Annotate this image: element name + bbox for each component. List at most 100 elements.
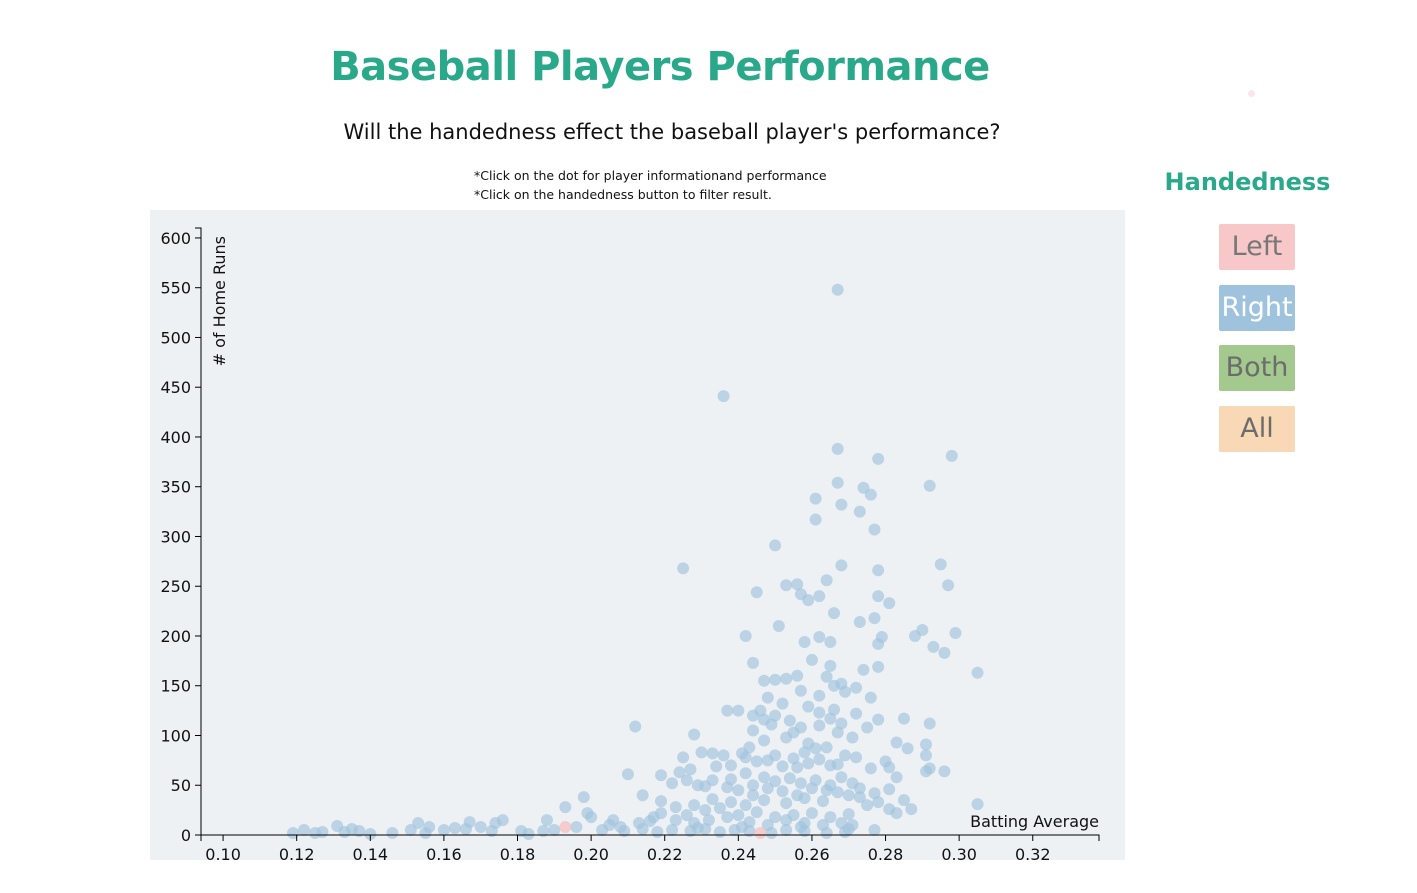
data-point-right[interactable]	[651, 826, 664, 839]
data-point-right[interactable]	[798, 746, 811, 759]
data-point-right[interactable]	[736, 821, 749, 834]
data-point-right[interactable]	[820, 574, 833, 587]
data-point-right[interactable]	[923, 717, 936, 730]
filter-left-button[interactable]: Left	[1219, 224, 1295, 270]
data-point-right[interactable]	[680, 774, 693, 787]
data-point-right[interactable]	[831, 476, 844, 489]
data-point-right[interactable]	[684, 763, 697, 776]
data-point-right[interactable]	[750, 586, 763, 599]
data-point-right[interactable]	[864, 762, 877, 775]
data-point-right[interactable]	[861, 721, 874, 734]
data-point-right[interactable]	[747, 724, 760, 737]
data-point-right[interactable]	[287, 827, 300, 840]
data-point-right[interactable]	[721, 781, 734, 794]
data-point-right[interactable]	[765, 718, 778, 731]
data-point-right[interactable]	[839, 749, 852, 762]
data-point-right[interactable]	[791, 761, 804, 774]
data-point-right[interactable]	[842, 808, 855, 821]
data-point-right[interactable]	[864, 488, 877, 501]
data-point-right[interactable]	[783, 714, 796, 727]
data-point-right[interactable]	[739, 767, 752, 780]
data-point-right[interactable]	[920, 749, 933, 762]
data-point-right[interactable]	[890, 736, 903, 749]
data-point-right[interactable]	[872, 660, 885, 673]
data-point-right[interactable]	[732, 704, 745, 717]
data-point-right[interactable]	[736, 747, 749, 760]
data-point-right[interactable]	[897, 794, 910, 807]
data-point-right[interactable]	[850, 707, 863, 720]
data-point-right[interactable]	[971, 798, 984, 811]
data-point-right[interactable]	[835, 498, 848, 511]
data-point-right[interactable]	[802, 757, 815, 770]
data-point-right[interactable]	[721, 811, 734, 824]
data-point-right[interactable]	[331, 820, 344, 833]
data-point-right[interactable]	[559, 801, 572, 814]
data-point-right[interactable]	[794, 777, 807, 790]
data-point-right[interactable]	[607, 814, 620, 827]
data-point-right[interactable]	[758, 734, 771, 747]
data-point-right[interactable]	[298, 824, 311, 837]
data-point-right[interactable]	[949, 626, 962, 639]
data-point-right[interactable]	[798, 792, 811, 805]
data-point-right[interactable]	[750, 755, 763, 768]
data-point-right[interactable]	[842, 789, 855, 802]
data-point-right[interactable]	[813, 753, 826, 766]
data-point-right[interactable]	[747, 656, 760, 669]
data-point-right[interactable]	[522, 828, 535, 841]
data-point-right[interactable]	[872, 452, 885, 465]
data-point-right[interactable]	[868, 523, 881, 536]
data-point-right[interactable]	[927, 640, 940, 653]
data-point-right[interactable]	[761, 691, 774, 704]
data-point-right[interactable]	[798, 635, 811, 648]
data-point-right[interactable]	[666, 824, 679, 837]
data-point-left[interactable]	[559, 821, 572, 834]
data-point-right[interactable]	[581, 807, 594, 820]
data-point-right[interactable]	[699, 804, 712, 817]
data-point-right[interactable]	[872, 713, 885, 726]
data-point-right[interactable]	[695, 746, 708, 759]
data-point-right[interactable]	[824, 659, 837, 672]
data-point-left[interactable]	[754, 827, 767, 840]
data-point-right[interactable]	[791, 669, 804, 682]
data-point-right[interactable]	[794, 684, 807, 697]
data-point-right[interactable]	[857, 663, 870, 676]
data-point-right[interactable]	[680, 809, 693, 822]
data-point-right[interactable]	[761, 754, 774, 767]
data-point-right[interactable]	[853, 505, 866, 518]
data-point-right[interactable]	[890, 807, 903, 820]
data-point-right[interactable]	[780, 672, 793, 685]
data-point-right[interactable]	[828, 607, 841, 620]
data-point-right[interactable]	[666, 777, 679, 790]
data-point-right[interactable]	[850, 681, 863, 694]
data-point-right[interactable]	[769, 539, 782, 552]
data-point-right[interactable]	[934, 558, 947, 571]
data-point-right[interactable]	[747, 789, 760, 802]
data-point-right[interactable]	[713, 802, 726, 815]
data-point-right[interactable]	[805, 782, 818, 795]
data-point-right[interactable]	[570, 821, 583, 834]
data-point-right[interactable]	[717, 390, 730, 403]
data-point-right[interactable]	[669, 801, 682, 814]
data-point-right[interactable]	[618, 825, 631, 838]
data-point-right[interactable]	[971, 666, 984, 679]
data-point-right[interactable]	[713, 826, 726, 839]
data-point-right[interactable]	[769, 673, 782, 686]
data-point-right[interactable]	[758, 771, 771, 784]
data-point-right[interactable]	[938, 646, 951, 659]
data-point-right[interactable]	[765, 827, 778, 840]
data-point-right[interactable]	[540, 814, 553, 827]
data-point-right[interactable]	[761, 782, 774, 795]
data-point-right[interactable]	[813, 689, 826, 702]
data-point-right[interactable]	[419, 827, 432, 840]
data-point-right[interactable]	[655, 795, 668, 808]
data-point-right[interactable]	[813, 630, 826, 643]
data-point-right[interactable]	[677, 562, 690, 575]
data-point-right[interactable]	[824, 811, 837, 824]
data-point-right[interactable]	[872, 637, 885, 650]
data-point-right[interactable]	[732, 784, 745, 797]
data-point-right[interactable]	[820, 670, 833, 683]
data-point-right[interactable]	[780, 797, 793, 810]
data-point-right[interactable]	[835, 559, 848, 572]
data-point-right[interactable]	[846, 731, 859, 744]
data-point-right[interactable]	[791, 578, 804, 591]
